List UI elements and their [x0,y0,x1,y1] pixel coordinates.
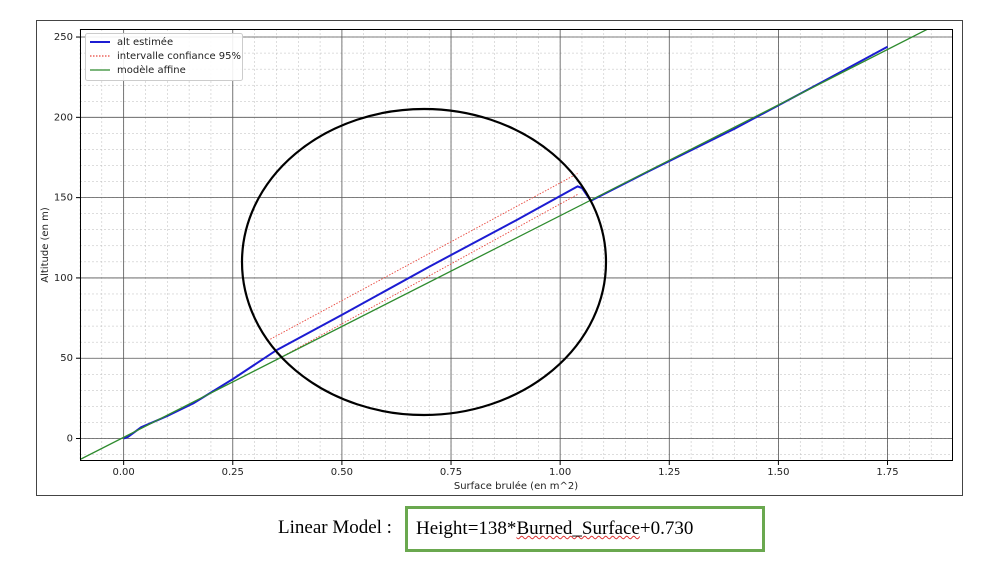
chart: Surface brulée (en m^2) Altitude (en m) … [36,20,963,496]
legend-label: intervalle confiance 95% [117,51,241,62]
y-tick-label: 150 [54,193,73,204]
y-tick-label: 50 [60,353,73,364]
x-tick-label: 1.50 [767,467,789,478]
x-tick-label: 0.00 [113,467,135,478]
formula-text: +0.730 [639,518,694,539]
x-tick-label: 0.50 [331,467,353,478]
confidence-lower [276,194,578,361]
x-tick-label: 0.75 [440,467,462,478]
y-tick-label: 250 [54,32,73,43]
plot-area [80,29,953,461]
plot-lines [80,29,930,461]
y-axis-label: Altitude (en m) [40,207,51,283]
formula-text: Height=138* [416,518,517,539]
formula-text: Burned_Surface [516,518,640,539]
legend-box [85,33,243,81]
highlight-ellipse [240,107,608,417]
y-tick-label: 100 [54,273,73,284]
grid [79,29,953,461]
series-line [80,29,930,461]
x-axis-label: Surface brulée (en m^2) [454,480,578,492]
x-tick-label: 0.25 [222,467,244,478]
y-tick-label: 0 [67,434,73,445]
frame [36,20,963,496]
caption-label: Linear Model : [278,517,392,538]
legend-label: modèle affine [117,64,186,76]
x-tick-label: 1.25 [658,467,680,478]
legend: alt estimée intervalle confiance 95% modèl… [85,33,243,81]
legend-label: alt estimée [117,36,173,48]
x-tick-label: 1.75 [876,467,898,478]
y-tick-label: 200 [54,112,73,123]
x-tick-label: 1.00 [549,467,571,478]
caption: Linear Model : Height=138*Burned_Surface… [0,505,1003,555]
formula-box: Height=138*Burned_Surface+0.730 [405,506,765,552]
